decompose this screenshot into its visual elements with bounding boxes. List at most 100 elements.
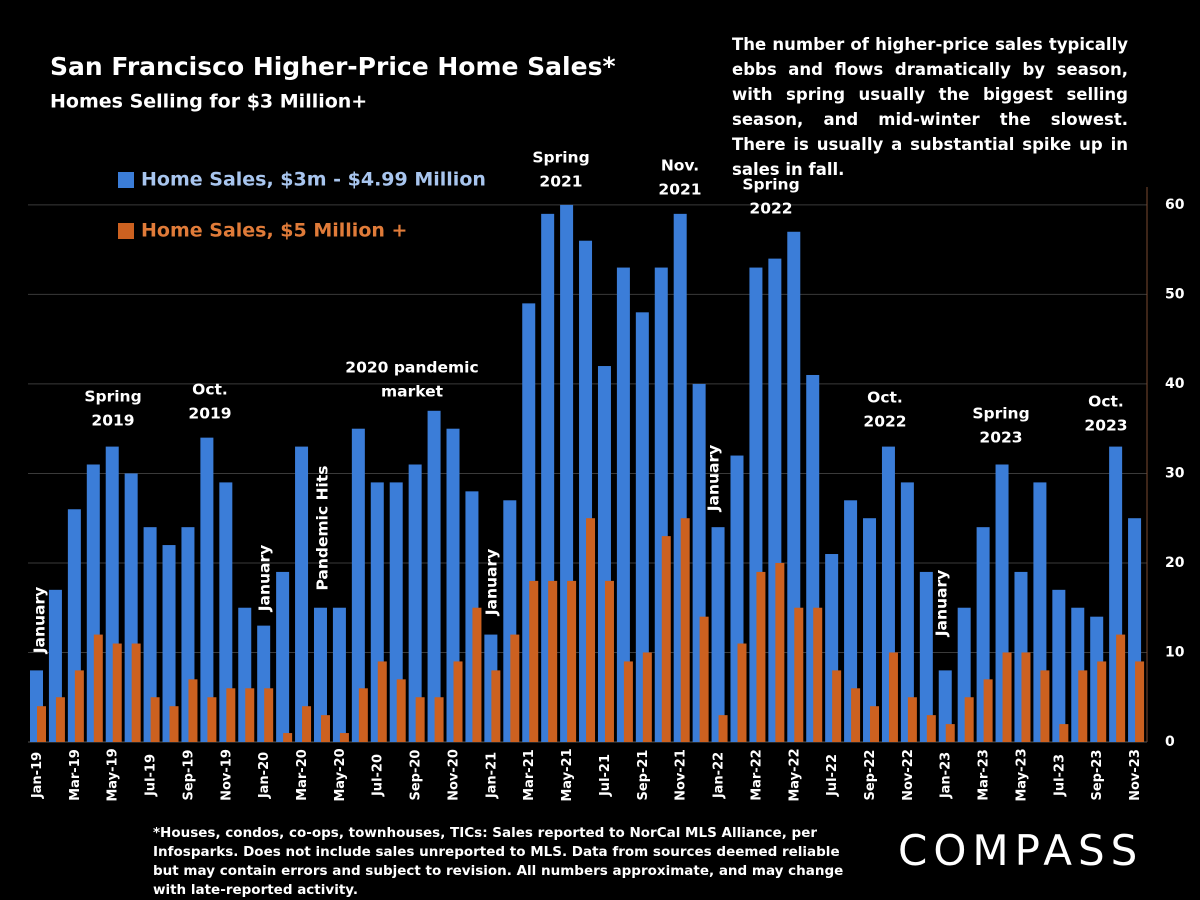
bar xyxy=(604,580,614,742)
footnote: *Houses, condos, co-ops, townhouses, TIC… xyxy=(153,825,844,898)
bar xyxy=(907,697,917,742)
bar xyxy=(919,571,933,742)
x-tick-label: Mar-23 xyxy=(977,749,992,801)
annotation: 2023 xyxy=(1084,417,1127,435)
bar xyxy=(276,571,290,742)
x-tick-label: Sep-21 xyxy=(636,750,651,801)
x-tick-label: Mar-20 xyxy=(295,749,310,801)
x-tick-label: Jul-23 xyxy=(1052,754,1067,797)
x-tick-label: May-23 xyxy=(1014,748,1029,801)
x-tick-label: Sep-20 xyxy=(409,750,424,801)
bar xyxy=(245,688,255,742)
bar xyxy=(699,616,709,742)
y-tick-label: 10 xyxy=(1165,644,1185,660)
y-tick-label: 60 xyxy=(1165,197,1185,213)
bar xyxy=(1040,670,1050,742)
bar xyxy=(339,733,349,742)
bar xyxy=(472,607,482,742)
annotation: Oct. xyxy=(867,389,903,407)
legend-swatch xyxy=(118,223,134,239)
bar xyxy=(283,733,293,742)
bar xyxy=(1078,670,1088,742)
y-tick-label: 0 xyxy=(1165,734,1175,750)
bar xyxy=(358,688,368,742)
x-tick-label: Jul-19 xyxy=(144,754,159,797)
annotation: January xyxy=(256,545,274,613)
bar xyxy=(302,706,312,742)
bar xyxy=(945,724,955,742)
bar xyxy=(143,527,157,742)
bar xyxy=(332,607,346,742)
bar xyxy=(1097,661,1107,742)
x-tick-label: Jan-19 xyxy=(30,752,45,799)
bar xyxy=(188,679,198,742)
annotation: 2019 xyxy=(91,412,134,430)
bar xyxy=(510,634,520,742)
bar xyxy=(434,697,444,742)
bar xyxy=(775,562,785,742)
bar xyxy=(711,527,725,742)
bar xyxy=(320,715,330,742)
bar xyxy=(832,670,842,742)
x-tick-label: Jan-23 xyxy=(939,752,954,799)
bar xyxy=(794,607,804,742)
bar xyxy=(635,312,649,742)
bar xyxy=(888,652,898,742)
bar xyxy=(313,607,327,742)
bar xyxy=(851,688,861,742)
bar xyxy=(870,706,880,742)
bar xyxy=(377,661,387,742)
x-tick-label: Nov-23 xyxy=(1128,749,1143,801)
bar xyxy=(661,536,671,742)
bar xyxy=(567,580,577,742)
bar xyxy=(55,697,65,742)
bar xyxy=(1052,589,1066,742)
y-tick-label: 50 xyxy=(1165,286,1185,302)
annotation: Spring xyxy=(84,388,141,406)
bar xyxy=(453,661,463,742)
x-tick-label: Jan-21 xyxy=(484,752,499,799)
bar xyxy=(93,634,103,742)
bar xyxy=(264,688,274,742)
bar xyxy=(226,688,236,742)
logo: COMPASS xyxy=(898,826,1144,875)
bar xyxy=(396,679,406,742)
x-tick-label: Jan-20 xyxy=(257,752,272,799)
x-tick-label: Nov-21 xyxy=(674,749,689,801)
x-tick-label: Jan-22 xyxy=(712,752,727,799)
bar xyxy=(737,643,747,742)
bar xyxy=(491,670,501,742)
bar xyxy=(427,410,441,742)
bar xyxy=(295,446,309,742)
legend-label: Home Sales, $3m - $4.99 Million xyxy=(141,169,486,191)
y-tick-label: 30 xyxy=(1165,465,1185,481)
bar xyxy=(548,580,558,742)
y-tick-label: 20 xyxy=(1165,555,1185,571)
annotation: Spring xyxy=(532,149,589,167)
annotation: 2023 xyxy=(979,429,1022,447)
bar xyxy=(642,652,652,742)
bar xyxy=(150,697,160,742)
annotation: 2021 xyxy=(658,181,701,199)
x-tick-label: Nov-19 xyxy=(219,749,234,801)
bar xyxy=(37,706,46,742)
annotation: Pandemic Hits xyxy=(314,465,332,590)
x-tick-label: Mar-19 xyxy=(68,749,83,801)
bar xyxy=(756,571,766,742)
annotation: January xyxy=(933,570,951,638)
bar xyxy=(200,437,214,742)
chart-title: San Francisco Higher-Price Home Sales* xyxy=(50,52,616,81)
x-tick-label: Jul-21 xyxy=(598,754,613,797)
bar xyxy=(219,482,233,742)
bar xyxy=(389,482,403,742)
bar xyxy=(964,697,974,742)
x-tick-label: Jul-20 xyxy=(371,754,386,797)
bar xyxy=(169,706,179,742)
bar xyxy=(351,428,365,742)
bar xyxy=(1135,661,1145,742)
bar xyxy=(900,482,914,742)
x-tick-label: Mar-22 xyxy=(749,749,764,801)
x-tick-label: Jul-22 xyxy=(825,754,840,797)
bar xyxy=(1059,724,1069,742)
